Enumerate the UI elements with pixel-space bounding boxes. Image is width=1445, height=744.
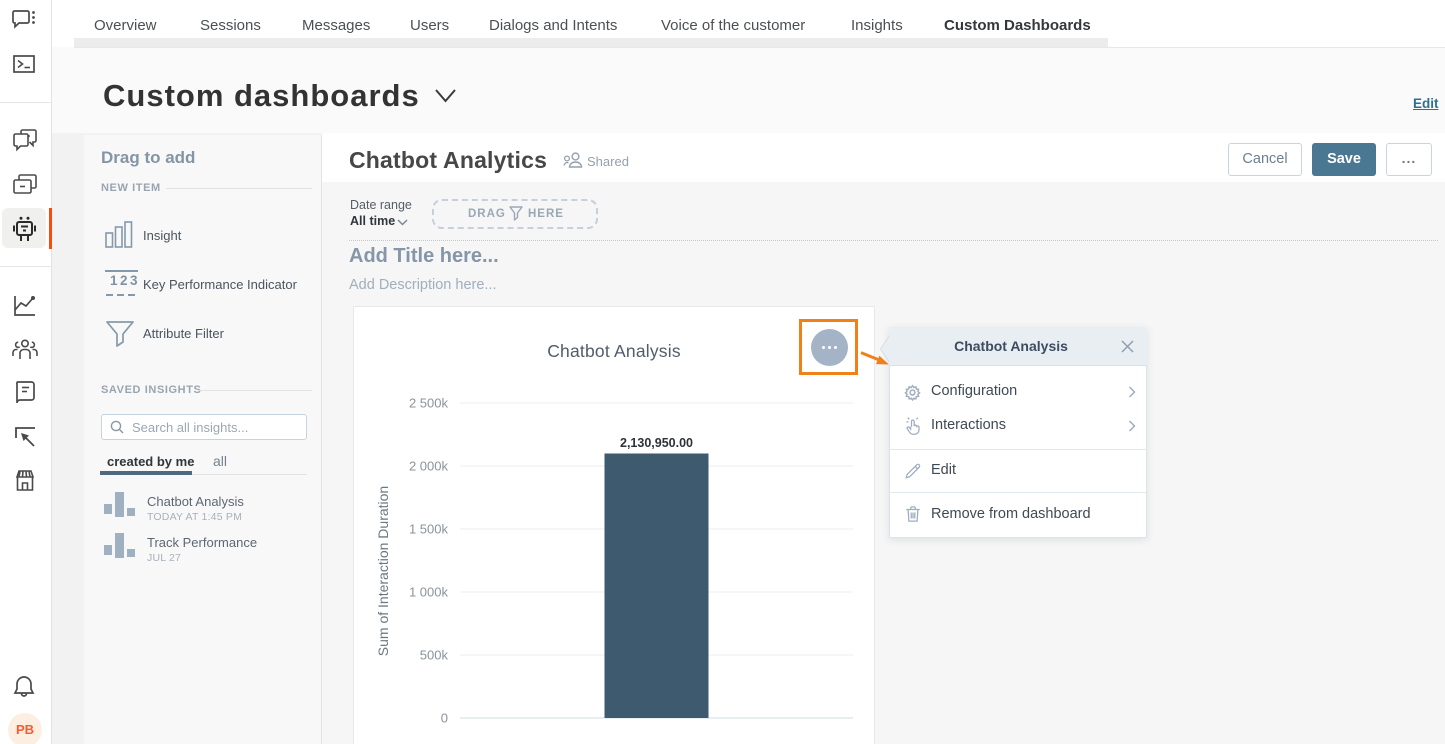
svg-text:2 500k: 2 500k xyxy=(409,396,449,411)
svg-text:1 500k: 1 500k xyxy=(409,522,449,537)
svg-text:1 000k: 1 000k xyxy=(409,585,449,600)
svg-text:500k: 500k xyxy=(420,648,449,663)
svg-text:0: 0 xyxy=(441,711,448,726)
svg-text:Sum of Interaction Duration: Sum of Interaction Duration xyxy=(375,486,391,656)
svg-text:2,130,950.00: 2,130,950.00 xyxy=(620,436,693,450)
svg-text:2 000k: 2 000k xyxy=(409,459,449,474)
